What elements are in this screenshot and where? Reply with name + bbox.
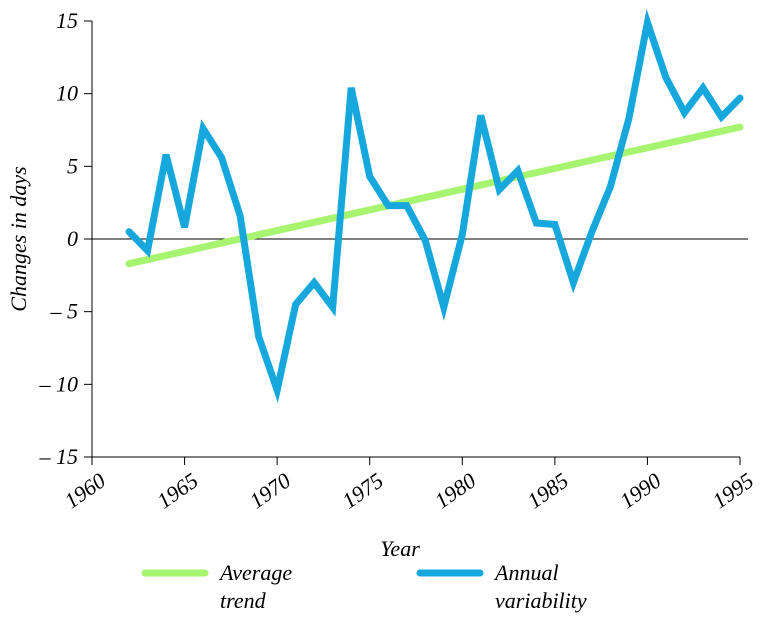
x-tick-label: 1985: [523, 468, 573, 514]
line: [125, 8, 744, 404]
x-tick-label: 1995: [708, 468, 758, 514]
x-axis-label: Year: [380, 536, 420, 561]
x-tick-label: 1980: [430, 468, 480, 514]
x-tick-label: 1960: [60, 468, 110, 514]
y-tick-label: 15: [56, 8, 78, 33]
x-tick-label: 1975: [337, 468, 387, 514]
legend-label: Annual variability: [493, 560, 587, 613]
y-tick-label: 5: [67, 153, 78, 178]
y-axis-label: Changes in days: [6, 166, 31, 311]
x-tick-label: 1970: [245, 468, 295, 514]
x-tick-label: 1965: [152, 468, 202, 514]
y-tick-label: – 15: [39, 444, 79, 469]
line: [125, 123, 744, 268]
y-tick-label: – 10: [39, 371, 79, 396]
x-tick-label: 1990: [615, 468, 665, 514]
legend-label: Average trend: [218, 560, 292, 613]
y-tick-label: – 5: [50, 299, 79, 324]
y-tick-label: 0: [67, 226, 78, 251]
y-tick-label: 10: [56, 81, 78, 106]
